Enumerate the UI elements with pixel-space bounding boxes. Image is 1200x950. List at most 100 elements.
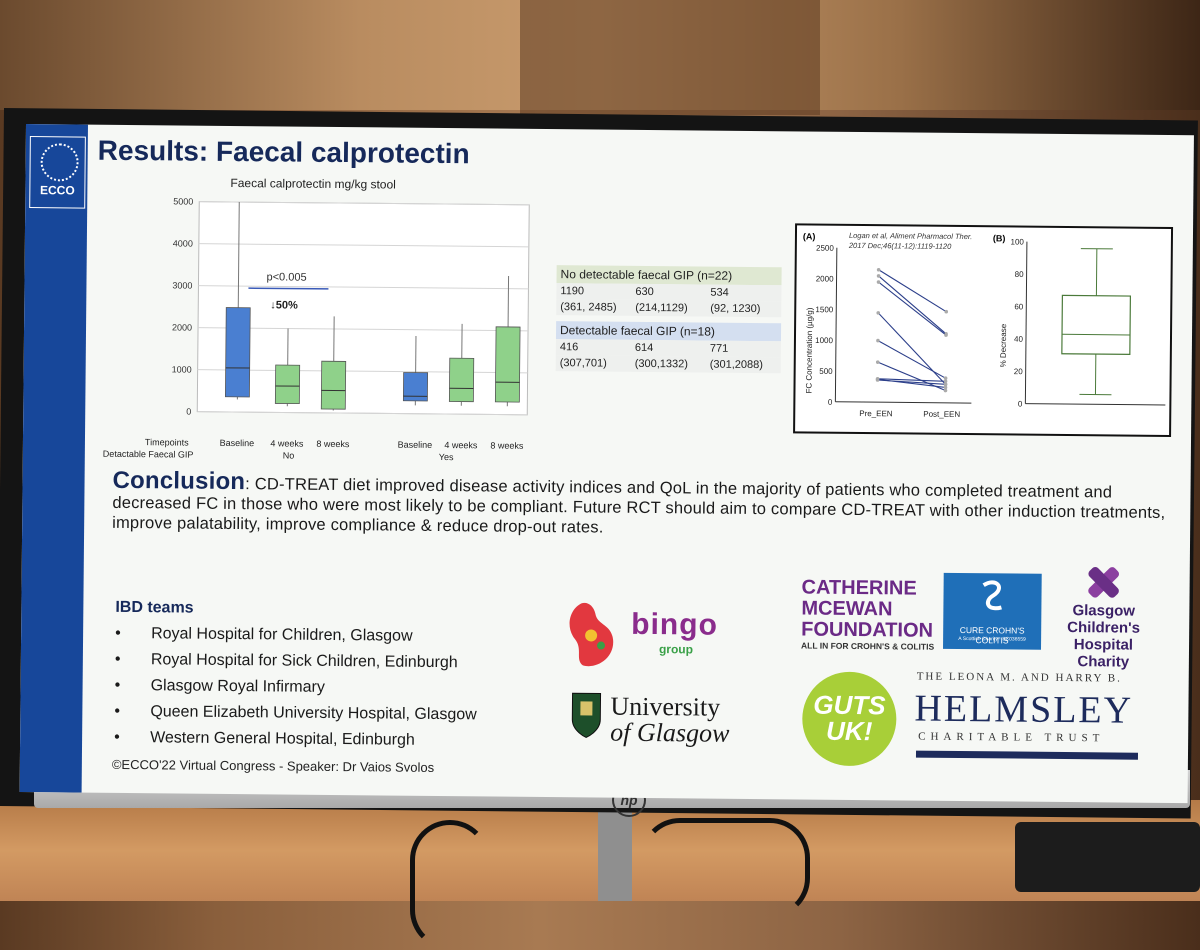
y-tick-label: 1000 — [172, 364, 192, 374]
plaster-icon — [1086, 564, 1122, 600]
panel-a-label: (A) — [803, 231, 816, 241]
p-value-label: p<0.005 — [266, 271, 306, 283]
gip-row-label: Detactable Faecal GIP — [103, 449, 194, 460]
bullet-icon: • — [114, 699, 150, 725]
table-cell: 614 — [631, 340, 706, 357]
ecco-sidebar: ECCO — [20, 124, 88, 793]
data-point — [876, 311, 880, 315]
helmsley-logo-sub: CHARITABLE TRUST — [918, 731, 1104, 745]
y-tick-label: 0 — [186, 407, 191, 417]
slide-title: Results: Faecal calprotectin — [98, 135, 470, 171]
ecco-stars-icon — [40, 143, 78, 181]
table-cell: (361, 2485) — [556, 299, 631, 316]
list-item: •Royal Hospital for Children, Glasgow — [115, 621, 478, 650]
ecco-label: ECCO — [32, 183, 82, 197]
significance-line — [248, 288, 328, 289]
team-name: Queen Elizabeth University Hospital, Gla… — [150, 703, 477, 723]
ibd-team-list: •Royal Hospital for Children, Glasgow •R… — [114, 621, 478, 754]
table-cell: (300,1332) — [631, 356, 706, 373]
no-gip-heading: No detectable faecal GIP (n=22) — [556, 265, 781, 285]
crohns-colitis-charity-logo: CURE CROHN'S COLITIS A Scottish Charity … — [943, 573, 1042, 650]
slide: ECCO Results: Faecal calprotectin Faecal… — [20, 124, 1194, 803]
cable — [410, 820, 490, 950]
paired-line — [878, 341, 946, 379]
data-point — [944, 383, 948, 387]
inset-charts: (A) (B) Logan et al, Aliment Pharmacol T… — [795, 225, 1171, 435]
axis-line — [1025, 242, 1027, 404]
data-point — [877, 268, 881, 272]
data-point — [944, 379, 948, 383]
panel-b-ylabel: % Decrease — [999, 323, 1008, 367]
data-point — [944, 389, 948, 393]
data-point — [944, 310, 948, 314]
table-cell: (214,1129) — [631, 300, 706, 317]
x-tick-label: 4 weeks — [444, 440, 478, 450]
bullet-icon: • — [115, 621, 151, 647]
conclusion-lead: Conclusion — [112, 467, 245, 495]
bullet-icon: • — [115, 647, 151, 673]
bingo-stomach-icon — [561, 599, 622, 670]
table-cell: 416 — [556, 339, 631, 356]
data-point — [877, 280, 881, 284]
speaker — [1015, 822, 1200, 892]
catherine-mcewan-foundation-logo: CATHERINE MCEWAN FOUNDATION ALL IN FOR C… — [801, 577, 935, 651]
y-tick-label: 0 — [1018, 400, 1023, 409]
bullet-icon: • — [114, 673, 150, 699]
timepoints-label: Timepoints — [145, 437, 189, 447]
y-tick-label: 40 — [1014, 335, 1024, 344]
citation-line-1: Logan et al, Aliment Pharmacol Ther. — [849, 231, 972, 241]
y-tick-label: 5000 — [173, 196, 193, 206]
list-item: •Queen Elizabeth University Hospital, Gl… — [114, 699, 477, 728]
table-cell: 771 — [706, 341, 781, 358]
table-cell: (301,2088) — [706, 357, 781, 374]
ecco-logo: ECCO — [29, 136, 86, 209]
table-cell: 630 — [631, 284, 706, 301]
data-point — [944, 386, 948, 390]
box — [275, 365, 299, 404]
x-tick-label: 4 weeks — [270, 438, 304, 448]
y-tick-label: 60 — [1014, 302, 1024, 311]
table-cell: (307,701) — [556, 355, 631, 372]
y-tick-label: 2000 — [172, 322, 192, 332]
data-point — [876, 339, 880, 343]
y-tick-label: 100 — [1011, 237, 1025, 246]
y-tick-label: 3000 — [172, 280, 192, 290]
data-point — [876, 378, 880, 382]
group-yes-label: Yes — [439, 452, 454, 462]
list-item: •Royal Hospital for Sick Children, Edinb… — [115, 647, 478, 676]
y-tick-label: 2000 — [816, 274, 834, 283]
conclusion-paragraph: Conclusion: CD-TREAT diet improved disea… — [112, 471, 1173, 543]
y-tick-label: 0 — [828, 398, 833, 407]
axis-line — [835, 402, 971, 403]
box-median — [1062, 334, 1130, 335]
data-point — [877, 274, 881, 278]
panel-b-label: (B) — [993, 233, 1006, 243]
x-tick-label: Baseline — [398, 440, 433, 450]
group-no-label: No — [283, 450, 295, 460]
bingo-logo: bingo — [631, 608, 718, 643]
ibd-heading: IBD teams — [115, 599, 193, 618]
monitor-stand — [598, 812, 632, 901]
box — [1062, 295, 1131, 354]
x-tick-label: 8 weeks — [316, 439, 350, 449]
box — [495, 327, 520, 402]
chart-title: Faecal calprotectin mg/kg stool — [230, 176, 396, 192]
reference-inset: (A) (B) Logan et al, Aliment Pharmacol T… — [793, 223, 1173, 437]
table-cell: 1190 — [556, 283, 631, 300]
team-name: Royal Hospital for Sick Children, Edinbu… — [151, 651, 458, 671]
y-tick-label: 20 — [1014, 367, 1024, 376]
table-cell: (92, 1230) — [706, 301, 781, 318]
axis-line — [1025, 404, 1165, 405]
y-tick-label: 1000 — [815, 336, 833, 345]
cable — [640, 818, 810, 918]
background-door — [520, 0, 820, 115]
y-tick-label: 4000 — [173, 238, 193, 248]
bullet-icon: • — [114, 725, 150, 751]
team-name: Royal Hospital for Children, Glasgow — [151, 625, 413, 645]
list-item: •Glasgow Royal Infirmary — [114, 673, 477, 702]
box — [449, 358, 473, 402]
box — [225, 308, 250, 397]
